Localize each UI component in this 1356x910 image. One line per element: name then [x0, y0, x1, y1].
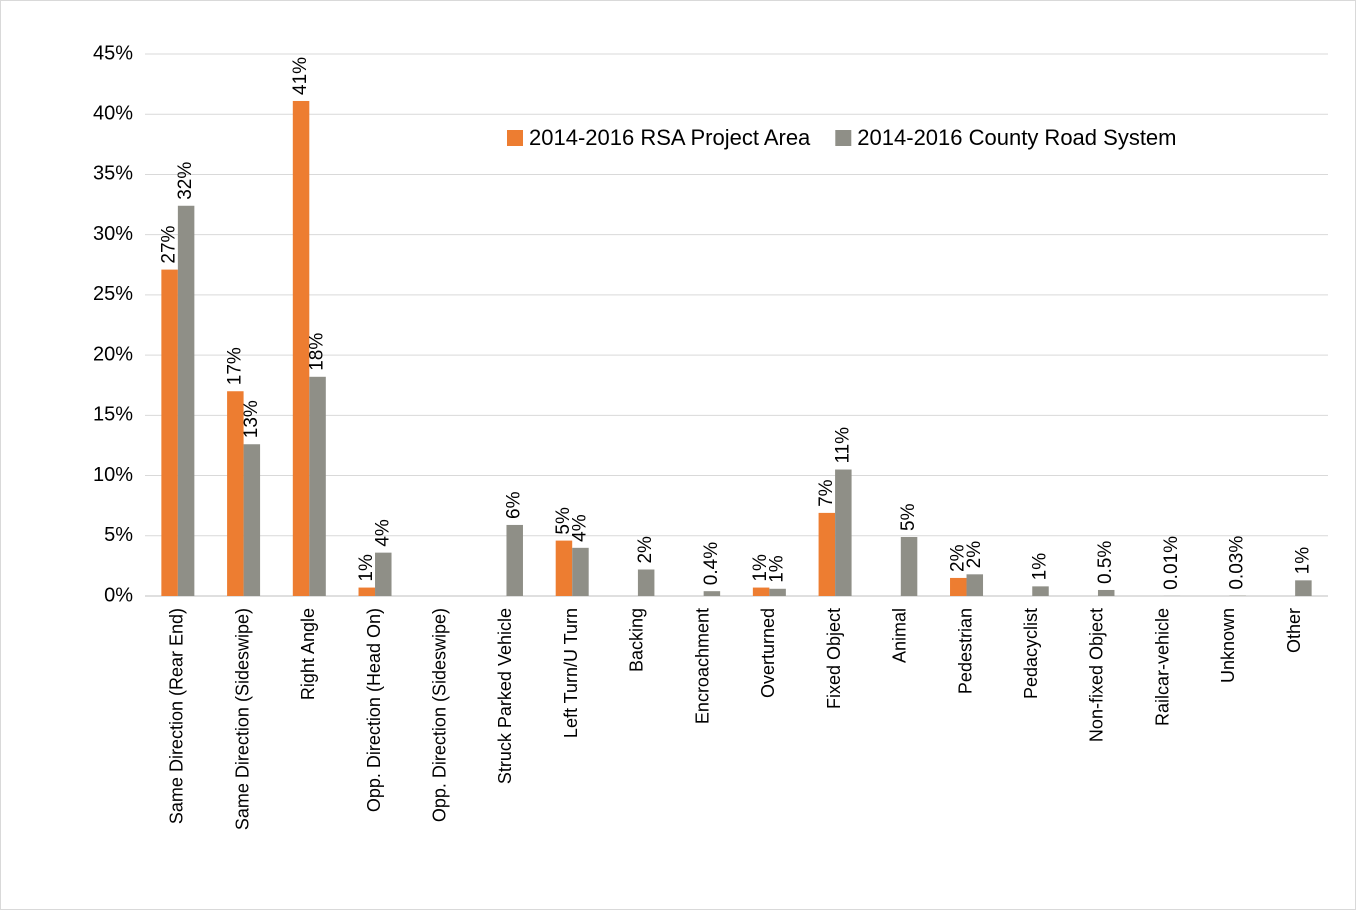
- legend-label: 2014-2016 RSA Project Area: [529, 125, 811, 150]
- bar: [227, 391, 244, 596]
- x-tick-label: Overturned: [758, 608, 778, 698]
- x-tick-label: Fixed Object: [824, 608, 844, 709]
- x-tick-label: Backing: [627, 608, 647, 672]
- value-label: 5%: [898, 503, 919, 531]
- value-label: 2%: [964, 541, 985, 569]
- bar: [358, 587, 376, 596]
- y-tick-label: 0%: [104, 584, 133, 606]
- x-tick-label: Other: [1284, 608, 1304, 653]
- bar: [177, 205, 195, 596]
- bar: [243, 444, 261, 596]
- value-label: 2%: [635, 536, 656, 564]
- x-tick-label: Non-fixed Object: [1087, 608, 1107, 742]
- value-label: 41%: [290, 57, 311, 95]
- value-label: 18%: [307, 333, 328, 371]
- bar: [950, 577, 967, 596]
- y-tick-label: 20%: [93, 343, 133, 365]
- x-tick-label: Left Turn/U Turn: [561, 608, 581, 738]
- value-label: 5%: [553, 507, 574, 535]
- x-tick-label: Same Direction (Sideswipe): [232, 608, 252, 830]
- legend-label: 2014-2016 County Road System: [857, 125, 1176, 150]
- bar: [506, 524, 523, 596]
- x-tick-label: Railcar-vehicle: [1152, 608, 1172, 726]
- x-tick-label: Pedestrian: [955, 608, 975, 694]
- bar: [292, 100, 310, 597]
- value-label: 0.01%: [1161, 536, 1182, 590]
- value-label: 1%: [750, 554, 771, 582]
- bar: [835, 469, 852, 596]
- x-tick-label: Pedacyclist: [1021, 608, 1041, 699]
- bar: [309, 376, 326, 596]
- value-label: 11%: [832, 427, 853, 464]
- y-tick-label: 10%: [93, 464, 133, 486]
- bar: [637, 569, 655, 596]
- value-label: 1%: [1292, 547, 1313, 575]
- value-label: 0.5%: [1095, 541, 1116, 584]
- bar: [1295, 580, 1312, 596]
- x-tick-label: Opp. Direction (Head On): [364, 608, 384, 812]
- bar: [572, 547, 589, 596]
- x-tick-label: Right Angle: [298, 608, 318, 700]
- y-tick-label: 5%: [104, 524, 133, 546]
- bar: [966, 574, 984, 596]
- value-label: 17%: [224, 347, 245, 385]
- value-label: 1%: [767, 555, 788, 583]
- bar: [161, 269, 178, 596]
- value-label: 4%: [569, 514, 590, 542]
- bar: [375, 552, 392, 596]
- legend-swatch: [507, 130, 523, 146]
- x-tick-label: Encroachment: [692, 608, 712, 724]
- bar: [703, 591, 721, 596]
- value-label: 13%: [241, 400, 262, 438]
- x-tick-label: Struck Parked Vehicle: [495, 608, 515, 784]
- legend-swatch: [835, 130, 852, 146]
- value-label: 1%: [356, 554, 377, 582]
- bar: [769, 588, 786, 596]
- bar: [752, 587, 770, 596]
- y-tick-label: 15%: [93, 404, 133, 426]
- bar: [555, 540, 573, 596]
- y-tick-label: 45%: [93, 42, 133, 64]
- value-label: 32%: [175, 162, 196, 200]
- value-label: 1%: [1030, 553, 1051, 581]
- value-label: 27%: [159, 225, 180, 263]
- value-label: 0.4%: [701, 542, 722, 585]
- x-tick-label: Opp. Direction (Sideswipe): [430, 608, 450, 822]
- value-label: 4%: [372, 519, 393, 547]
- x-tick-label: Same Direction (Rear End): [167, 608, 187, 824]
- value-label: 2%: [947, 544, 968, 572]
- y-tick-label: 40%: [93, 103, 133, 125]
- value-label: 0.03%: [1227, 536, 1248, 590]
- x-tick-label: Unknown: [1218, 608, 1238, 683]
- bar: [1032, 586, 1049, 596]
- y-tick-label: 35%: [93, 163, 133, 185]
- y-tick-label: 30%: [93, 223, 133, 245]
- value-label: 7%: [816, 479, 837, 507]
- x-tick-label: Animal: [890, 608, 910, 663]
- bar: [1097, 589, 1115, 596]
- bar: [900, 536, 918, 596]
- bar: [818, 512, 836, 596]
- y-tick-label: 25%: [93, 283, 133, 305]
- value-label: 6%: [504, 491, 525, 519]
